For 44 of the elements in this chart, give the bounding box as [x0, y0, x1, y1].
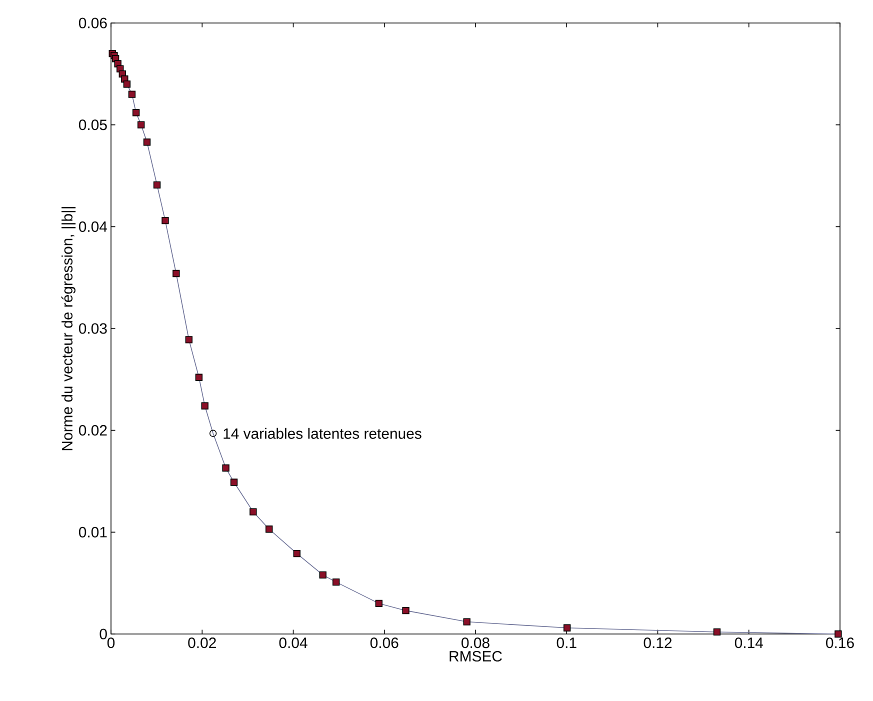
- x-tick-label: 0: [107, 638, 115, 648]
- x-tick-label: 0.12: [644, 638, 672, 648]
- point: [375, 600, 382, 608]
- point: [230, 478, 238, 486]
- point: [209, 430, 217, 437]
- point: [185, 336, 192, 344]
- point: [128, 90, 136, 98]
- point: [222, 464, 230, 472]
- point: [172, 270, 180, 278]
- y-tick-label: 0.03: [78, 323, 107, 334]
- point: [137, 121, 145, 128]
- x-tick-label: 0.02: [188, 638, 216, 648]
- y-tick-label: 0.04: [78, 221, 108, 232]
- point: [564, 624, 571, 632]
- point: [463, 618, 470, 626]
- point: [162, 216, 169, 224]
- y-tick-label: 0.02: [78, 425, 107, 436]
- point: [132, 109, 140, 116]
- point: [293, 550, 300, 558]
- x-tick-label: 0.14: [734, 638, 763, 648]
- point: [319, 571, 326, 579]
- y-tick-label: 0.01: [78, 526, 107, 538]
- annotation: 14 variables latentes retenues: [224, 428, 422, 439]
- x-tick-label: 0.16: [826, 638, 854, 648]
- point: [250, 508, 257, 516]
- point: [153, 181, 161, 188]
- point: [195, 374, 203, 381]
- point: [143, 138, 151, 146]
- y-tick-label: 0.05: [78, 120, 107, 130]
- point: [332, 578, 340, 586]
- point: [713, 628, 721, 636]
- x-tick-label: 0.08: [462, 638, 490, 648]
- x-axis-title: RMSEC: [450, 650, 502, 662]
- y-tick-label: 0.06: [78, 18, 107, 28]
- point: [123, 80, 131, 88]
- point: [402, 606, 410, 614]
- y-axis-title: Norme du vecteur de régression, ||b||: [61, 207, 76, 450]
- y-tick-label: 0: [100, 628, 107, 640]
- point: [266, 526, 273, 533]
- x-tick-label: 0.06: [370, 638, 398, 648]
- x-tick-label: 0.04: [279, 638, 308, 648]
- point: [834, 630, 842, 638]
- x-tick-label: 0.1: [556, 638, 576, 648]
- point: [201, 402, 208, 410]
